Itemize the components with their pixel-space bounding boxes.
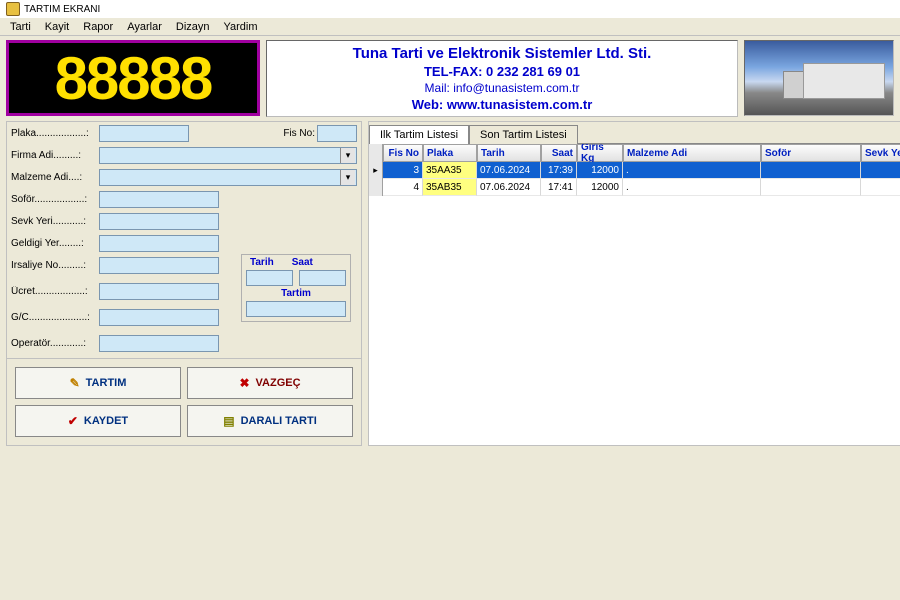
geldigi-label: Geldigi Yer........: (11, 238, 97, 249)
menu-kayit[interactable]: Kayit (45, 21, 69, 33)
cell-tarih: 07.06.2024 (477, 162, 541, 179)
form-panel: Plaka..................: Fis No: Firma A… (6, 121, 362, 446)
col-tarih[interactable]: Tarih (477, 144, 541, 162)
ucret-input[interactable] (99, 283, 219, 300)
ucret-label: Ücret..................: (11, 286, 97, 297)
tartim-label: Tartim (244, 288, 348, 299)
row-marker-header (369, 144, 383, 162)
tartim-value-input[interactable] (246, 301, 346, 317)
irsaliye-input[interactable] (99, 257, 219, 274)
geldigi-input[interactable] (99, 235, 219, 252)
company-panel: Tuna Tarti ve Elektronik Sistemler Ltd. … (266, 40, 738, 117)
cell-giris: 12000 (577, 179, 623, 196)
company-name: Tuna Tarti ve Elektronik Sistemler Ltd. … (353, 45, 652, 62)
weight-value: 88888 (55, 44, 212, 113)
irsaliye-label: Irsaliye No.........: (11, 260, 97, 271)
company-tel: TEL-FAX: 0 232 281 69 01 (424, 64, 580, 79)
cancel-icon: ✖ (239, 376, 249, 390)
cell-sofor (761, 162, 861, 179)
cell-saat: 17:41 (541, 179, 577, 196)
sofor-input[interactable] (99, 191, 219, 208)
sevk-input[interactable] (99, 213, 219, 230)
check-icon: ✔ (68, 414, 78, 428)
col-giris[interactable]: Giris Kg (577, 144, 623, 162)
right-panel: Ilk Tartim Listesi Son Tartim Listesi Fi… (368, 121, 900, 446)
cell-malz: . (623, 162, 761, 179)
gc-input[interactable] (99, 309, 219, 326)
malzeme-label: Malzeme Adi....: (11, 172, 97, 183)
table-row[interactable]: ▸ 3 35AA35 07.06.2024 17:39 12000 . (369, 162, 900, 179)
malzeme-combo[interactable] (99, 169, 357, 186)
col-sofor[interactable]: Soför (761, 144, 861, 162)
top-row: 88888 Tuna Tarti ve Elektronik Sistemler… (0, 36, 900, 121)
truck-image (744, 40, 894, 116)
saat-label: Saat (292, 257, 313, 268)
window-title: TARTIM EKRANI (24, 4, 100, 15)
app-icon (6, 2, 20, 16)
cell-fis: 3 (383, 162, 423, 179)
tab-son-tartim[interactable]: Son Tartim Listesi (469, 125, 578, 144)
tarih-input[interactable] (246, 270, 293, 286)
cell-malz: . (623, 179, 761, 196)
table-row[interactable]: 4 35AB35 07.06.2024 17:41 12000 . (369, 179, 900, 196)
doc-icon: ▤ (223, 414, 234, 428)
menu-yardim[interactable]: Yardim (224, 21, 258, 33)
cell-sofor (761, 179, 861, 196)
cell-giris: 12000 (577, 162, 623, 179)
plaka-label: Plaka..................: (11, 128, 97, 139)
pencil-icon: ✎ (70, 376, 80, 390)
tabs: Ilk Tartim Listesi Son Tartim Listesi (369, 122, 900, 144)
col-sevk[interactable]: Sevk Yeri (861, 144, 900, 162)
button-row: ✎TARTIM ✖VAZGEÇ ✔KAYDET ▤DARALI TARTI (7, 358, 361, 445)
menu-ayarlar[interactable]: Ayarlar (127, 21, 162, 33)
col-fisno[interactable]: Fis No (383, 144, 423, 162)
vazgec-button[interactable]: ✖VAZGEÇ (187, 367, 353, 399)
gc-label: G/C.....................: (11, 312, 97, 323)
saat-input[interactable] (299, 270, 346, 286)
tab-ilk-tartim[interactable]: Ilk Tartim Listesi (369, 125, 469, 144)
cell-fis: 4 (383, 179, 423, 196)
operator-label: Operatör............: (11, 338, 97, 349)
menubar: Tarti Kayit Rapor Ayarlar Dizayn Yardim (0, 18, 900, 36)
tarih-saat-box: Tarih Saat Tartim (241, 254, 351, 322)
plaka-input[interactable] (99, 125, 189, 142)
titlebar: TARTIM EKRANI (0, 0, 900, 18)
fisno-input[interactable] (317, 125, 357, 142)
menu-rapor[interactable]: Rapor (83, 21, 113, 33)
operator-input[interactable] (99, 335, 219, 352)
cell-plaka: 35AB35 (423, 179, 477, 196)
row-marker-icon: ▸ (369, 162, 383, 179)
firma-label: Firma Adi.........: (11, 150, 97, 161)
cell-tarih: 07.06.2024 (477, 179, 541, 196)
cell-sevk (861, 162, 900, 179)
row-marker-icon (369, 179, 383, 196)
menu-tarti[interactable]: Tarti (10, 21, 31, 33)
col-malzeme[interactable]: Malzeme Adi (623, 144, 761, 162)
grid-header: Fis No Plaka Tarih Saat Giris Kg Malzeme… (369, 144, 900, 162)
tartim-button[interactable]: ✎TARTIM (15, 367, 181, 399)
kaydet-button[interactable]: ✔KAYDET (15, 405, 181, 437)
cell-sevk (861, 179, 900, 196)
weight-display: 88888 (6, 40, 260, 116)
mid-row: Plaka..................: Fis No: Firma A… (0, 121, 900, 446)
darali-button[interactable]: ▤DARALI TARTI (187, 405, 353, 437)
col-plaka[interactable]: Plaka (423, 144, 477, 162)
firma-combo[interactable] (99, 147, 357, 164)
sofor-label: Soför..................: (11, 194, 97, 205)
data-grid[interactable]: Fis No Plaka Tarih Saat Giris Kg Malzeme… (369, 144, 900, 445)
menu-dizayn[interactable]: Dizayn (176, 21, 210, 33)
fisno-label: Fis No: (283, 128, 315, 139)
company-web: Web: www.tunasistem.com.tr (412, 97, 593, 112)
cell-saat: 17:39 (541, 162, 577, 179)
sevk-label: Sevk Yeri...........: (11, 216, 97, 227)
col-saat[interactable]: Saat (541, 144, 577, 162)
tarih-label: Tarih (250, 257, 274, 268)
cell-plaka: 35AA35 (423, 162, 477, 179)
company-mail: Mail: info@tunasistem.com.tr (425, 81, 580, 95)
